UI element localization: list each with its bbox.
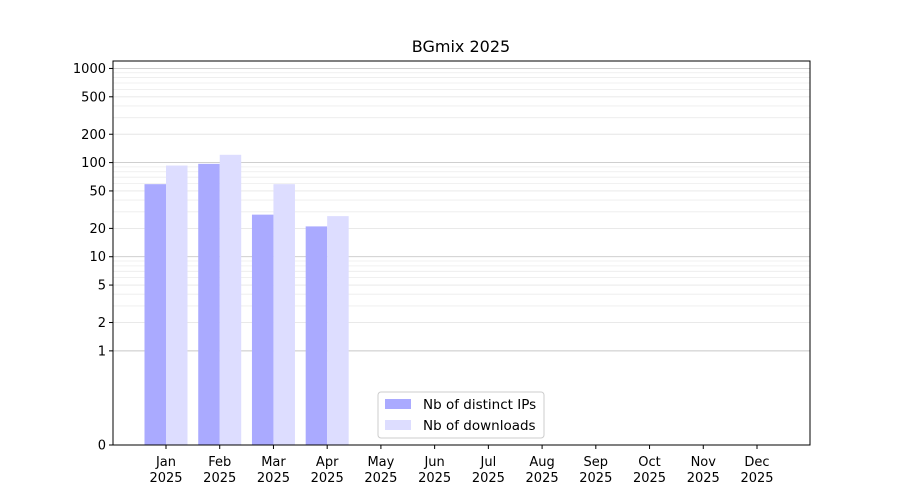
x-tick-label-year: 2025 <box>203 471 236 486</box>
bar-downloads <box>273 184 295 445</box>
bar-downloads <box>327 216 349 445</box>
y-tick-label: 10 <box>89 250 106 265</box>
x-tick-label-year: 2025 <box>687 471 720 486</box>
legend-box <box>377 391 545 439</box>
y-tick-label: 500 <box>81 90 106 105</box>
y-tick-label: 50 <box>89 184 106 199</box>
x-tick-label-month: Nov <box>691 455 717 470</box>
x-tick-label-month: Jun <box>423 455 444 470</box>
legend: Nb of distinct IPs Nb of downloads <box>377 391 545 439</box>
bar-downloads <box>166 165 188 445</box>
x-tick-label-month: Oct <box>638 455 660 470</box>
bar-distinct-ips <box>144 184 166 445</box>
x-tick-label-month: Aug <box>529 455 554 470</box>
legend-swatch-downloads <box>385 420 411 430</box>
x-tick-label-year: 2025 <box>579 471 612 486</box>
x-tick-label-month: Mar <box>261 455 286 470</box>
x-tick-label-year: 2025 <box>740 471 773 486</box>
x-tick-label-year: 2025 <box>472 471 505 486</box>
bar-distinct-ips <box>251 214 274 445</box>
legend-swatch-ips <box>385 399 411 409</box>
legend-label-ips: Nb of distinct IPs <box>423 397 536 413</box>
x-tick-label-month: Apr <box>316 455 339 470</box>
y-tick-label: 100 <box>81 156 106 171</box>
x-tick-label-year: 2025 <box>257 471 290 486</box>
x-tick-label-month: Dec <box>744 455 769 470</box>
x-tick-label-year: 2025 <box>526 471 559 486</box>
x-tick-label-year: 2025 <box>633 471 666 486</box>
x-tick-label-year: 2025 <box>149 471 182 486</box>
x-tick-label-month: May <box>367 455 394 470</box>
x-tick-label-month: Jul <box>480 455 497 470</box>
y-tick-label: 20 <box>89 222 106 237</box>
chart-title: BGmix 2025 <box>412 37 510 56</box>
x-tick-label-month: Jan <box>155 455 176 470</box>
y-tick-label: 1000 <box>73 62 106 77</box>
x-tick-label-month: Feb <box>208 455 231 470</box>
x-tick-label-year: 2025 <box>311 471 344 486</box>
x-tick-label-month: Sep <box>584 455 609 470</box>
y-axis: 0 1 2 5 10 20 50 100 200 500 1000 <box>73 62 113 454</box>
y-tick-label: 2 <box>98 316 106 331</box>
y-tick-label: 0 <box>98 439 106 454</box>
y-tick-label: 1 <box>98 344 106 359</box>
x-axis: Jan2025Feb2025Mar2025Apr2025May2025Jun20… <box>149 445 774 486</box>
bar-distinct-ips <box>198 163 220 446</box>
x-tick-label-year: 2025 <box>364 471 397 486</box>
bar-downloads <box>219 154 242 446</box>
legend-label-downloads: Nb of downloads <box>423 418 536 434</box>
y-tick-label: 200 <box>81 128 106 143</box>
bars <box>144 154 349 446</box>
y-tick-label: 5 <box>98 279 106 294</box>
bar-distinct-ips <box>305 226 328 445</box>
x-tick-label-year: 2025 <box>418 471 451 486</box>
plot-area <box>112 60 811 446</box>
